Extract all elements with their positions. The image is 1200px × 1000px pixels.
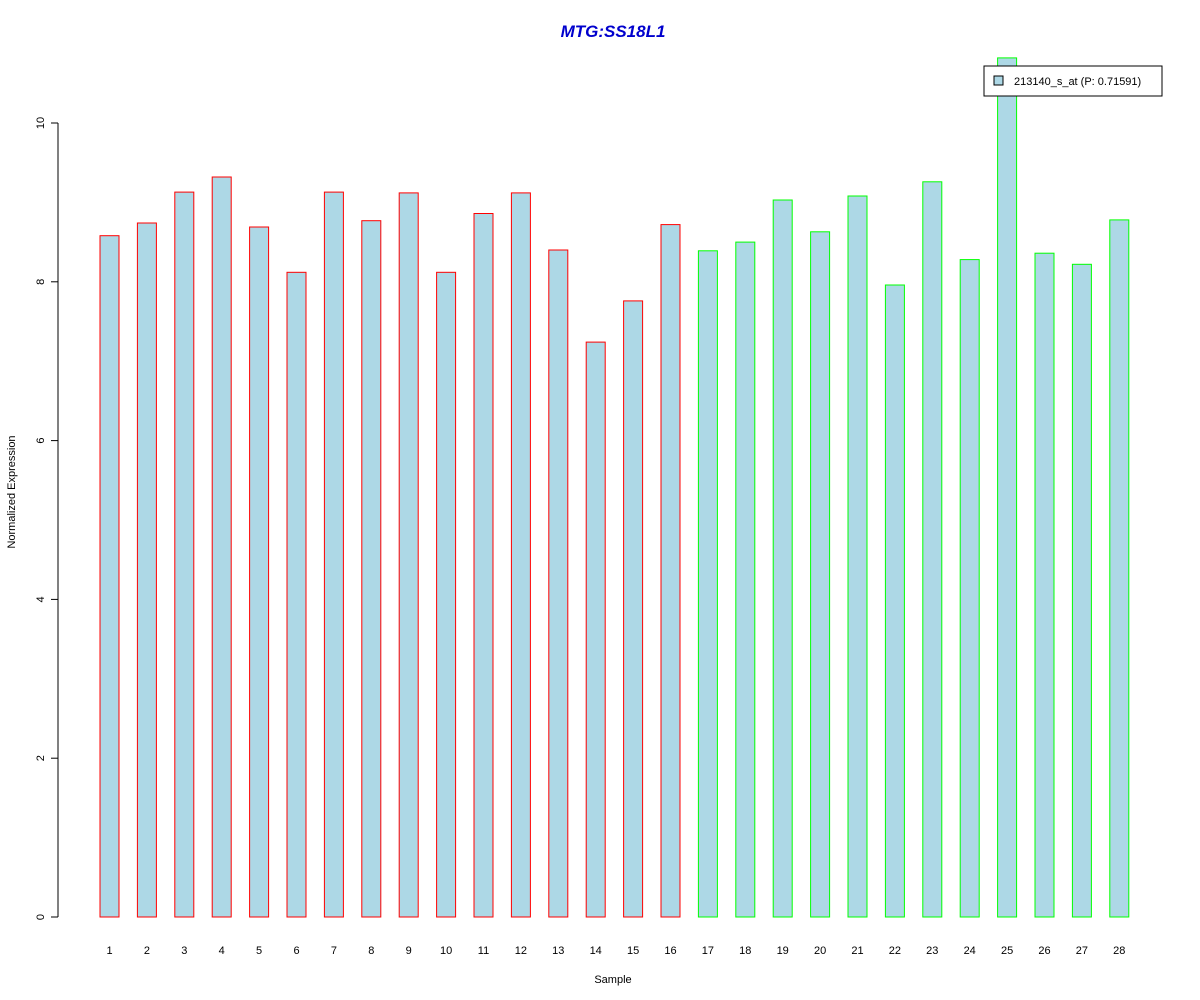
bar-sample-14 bbox=[585, 341, 606, 918]
bar-sample-20 bbox=[810, 231, 831, 918]
bar-sample-13 bbox=[548, 249, 569, 918]
x-tick-label: 9 bbox=[406, 945, 412, 957]
legend-label: 213140_s_at (P: 0.71591) bbox=[1014, 76, 1141, 88]
x-tick-label: 11 bbox=[478, 945, 489, 957]
x-tick-label: 27 bbox=[1076, 945, 1088, 957]
bar-sample-21 bbox=[847, 195, 868, 918]
x-tick-label: 28 bbox=[1113, 945, 1125, 957]
bar-sample-8 bbox=[361, 220, 382, 918]
x-tick-label: 6 bbox=[293, 945, 299, 957]
x-tick-label: 14 bbox=[590, 945, 602, 957]
bar-sample-26 bbox=[1034, 252, 1055, 918]
x-tick-label: 24 bbox=[964, 945, 976, 957]
bar-sample-22 bbox=[884, 284, 905, 918]
x-tick-label: 22 bbox=[889, 945, 901, 957]
bar-sample-6 bbox=[286, 271, 307, 918]
y-tick-label: 2 bbox=[35, 755, 47, 761]
y-axis-label: Normalized Expression bbox=[6, 435, 18, 548]
x-tick-label: 10 bbox=[440, 945, 452, 957]
x-tick-label: 25 bbox=[1001, 945, 1013, 957]
y-tick-label: 6 bbox=[35, 438, 47, 444]
bar-sample-10 bbox=[436, 271, 457, 918]
x-tick-label: 1 bbox=[106, 945, 112, 957]
x-tick-label: 19 bbox=[777, 945, 789, 957]
bar-sample-17 bbox=[697, 250, 718, 918]
bar-sample-7 bbox=[323, 191, 344, 918]
x-axis-label: Sample bbox=[594, 974, 631, 986]
bar-sample-27 bbox=[1071, 263, 1092, 918]
x-tick-label: 16 bbox=[664, 945, 676, 957]
y-axis: 0 2 4 6 8 10 bbox=[35, 117, 59, 920]
bar-sample-3 bbox=[174, 191, 195, 918]
x-tick-label: 23 bbox=[926, 945, 938, 957]
x-tick-label: 2 bbox=[144, 945, 150, 957]
bar-sample-18 bbox=[735, 241, 756, 918]
legend: 213140_s_at (P: 0.71591) bbox=[983, 65, 1163, 97]
chart-title: MTG:SS18L1 bbox=[561, 22, 666, 41]
bar-sample-2 bbox=[136, 222, 157, 918]
bar-sample-24 bbox=[959, 259, 980, 918]
bar-sample-19 bbox=[772, 199, 793, 918]
bar-sample-28 bbox=[1109, 219, 1130, 918]
bar-sample-25 bbox=[997, 57, 1018, 918]
y-tick-label: 8 bbox=[35, 279, 47, 285]
bar-sample-4 bbox=[211, 176, 232, 918]
bar-sample-11 bbox=[473, 213, 494, 918]
legend-box bbox=[983, 65, 1163, 97]
bar-sample-9 bbox=[398, 192, 419, 918]
x-tick-label: 8 bbox=[368, 945, 374, 957]
y-tick-label: 4 bbox=[35, 596, 47, 602]
x-tick-label: 26 bbox=[1038, 945, 1050, 957]
x-tick-label: 20 bbox=[814, 945, 826, 957]
x-tick-label: 15 bbox=[627, 945, 639, 957]
x-tick-label: 5 bbox=[256, 945, 262, 957]
x-tick-label: 13 bbox=[552, 945, 564, 957]
bar-sample-1 bbox=[99, 235, 120, 918]
x-tick-label: 18 bbox=[739, 945, 751, 957]
x-tick-label: 12 bbox=[515, 945, 527, 957]
x-tick-labels: 1 2 3 4 5 6 7 8 9 10 11 12 13 14 15 16 17 18 19 20 21 22 23 24 2… bbox=[106, 945, 1125, 957]
bar-sample-5 bbox=[249, 226, 270, 918]
bar-sample-23 bbox=[922, 181, 943, 918]
x-tick-label: 7 bbox=[331, 945, 337, 957]
bar-sample-16 bbox=[660, 224, 681, 918]
bars-group bbox=[99, 57, 1130, 918]
bar-sample-12 bbox=[510, 192, 531, 918]
x-tick-label: 21 bbox=[851, 945, 863, 957]
y-tick-label: 10 bbox=[35, 117, 47, 129]
y-tick-label: 0 bbox=[35, 914, 47, 920]
bar-sample-15 bbox=[623, 300, 644, 918]
x-tick-label: 4 bbox=[219, 945, 225, 957]
x-tick-label: 17 bbox=[702, 945, 714, 957]
legend-swatch bbox=[993, 75, 1004, 86]
x-tick-label: 3 bbox=[181, 945, 187, 957]
